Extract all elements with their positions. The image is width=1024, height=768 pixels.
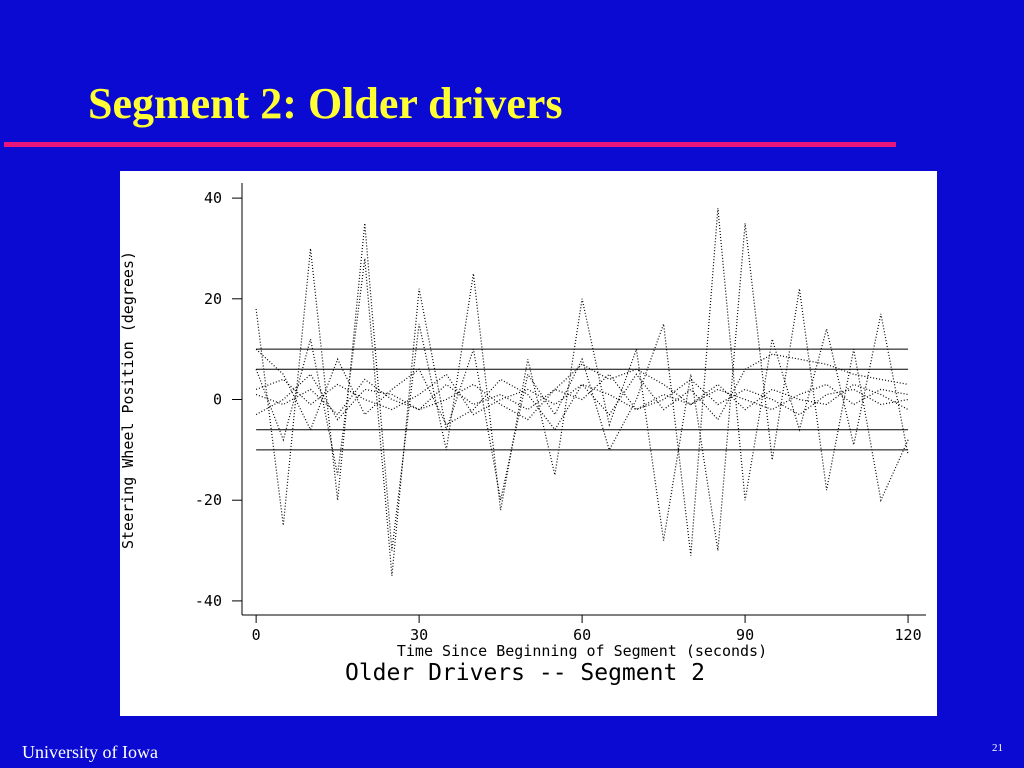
footer: University of Iowa — [22, 742, 158, 762]
y-tick-label: 0 — [213, 391, 222, 409]
x-tick-label: 120 — [895, 626, 922, 644]
chart: Older Drivers -- Segment 2 Time Since Be… — [119, 183, 926, 686]
y-axis-label: Steering Wheel Position (degrees) — [119, 251, 137, 549]
page-number: 21 — [992, 742, 1003, 754]
trace — [255, 373, 909, 421]
trace — [255, 208, 909, 576]
slide-title: Segment 2: Older drivers — [88, 79, 563, 128]
trace — [255, 363, 909, 416]
y-tick-label: 40 — [204, 189, 222, 207]
y-tick-label: -40 — [195, 592, 222, 610]
x-axis-label: Time Since Beginning of Segment (seconds… — [397, 642, 767, 660]
y-tick-label: -20 — [195, 491, 222, 509]
x-tick-label: 30 — [410, 626, 428, 644]
x-tick-label: 60 — [573, 626, 591, 644]
x-tick-label: 0 — [252, 626, 261, 644]
trace — [255, 223, 909, 551]
x-tick-label: 90 — [736, 626, 754, 644]
title-rule — [4, 142, 896, 147]
y-tick-label: 20 — [204, 290, 222, 308]
chart-title: Older Drivers -- Segment 2 — [345, 660, 705, 686]
chart-panel — [120, 171, 937, 716]
